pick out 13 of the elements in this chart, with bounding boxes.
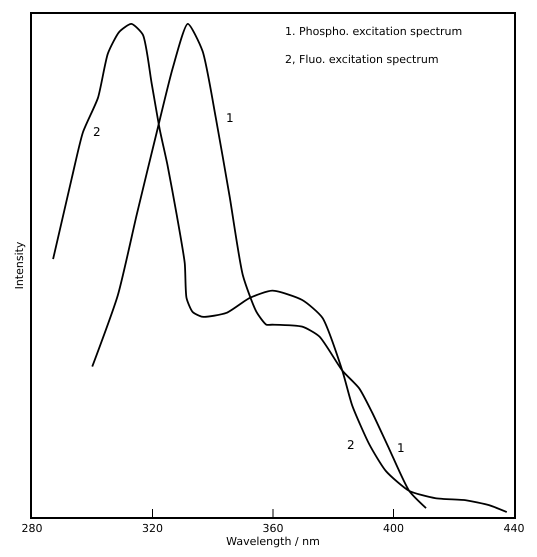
- text: 2: [347, 438, 355, 452]
- x-tick-label: 400: [383, 522, 404, 536]
- x-tick-label: 360: [262, 522, 284, 536]
- series-label: 2: [93, 125, 101, 139]
- x-tick-label: 440: [504, 522, 524, 536]
- x-tick-label: 280: [22, 522, 42, 536]
- annotation: 1. Phospho. excitation spectrum: [285, 25, 462, 38]
- y-axis-title: Intensity: [13, 241, 26, 290]
- x-tick-label: 320: [142, 522, 163, 536]
- annotation: 2, Fluo. excitation spectrum: [285, 53, 439, 66]
- x-axis-title: Wavelength / nm: [226, 535, 320, 548]
- series-label: 1: [397, 441, 405, 455]
- text: 1: [226, 111, 234, 125]
